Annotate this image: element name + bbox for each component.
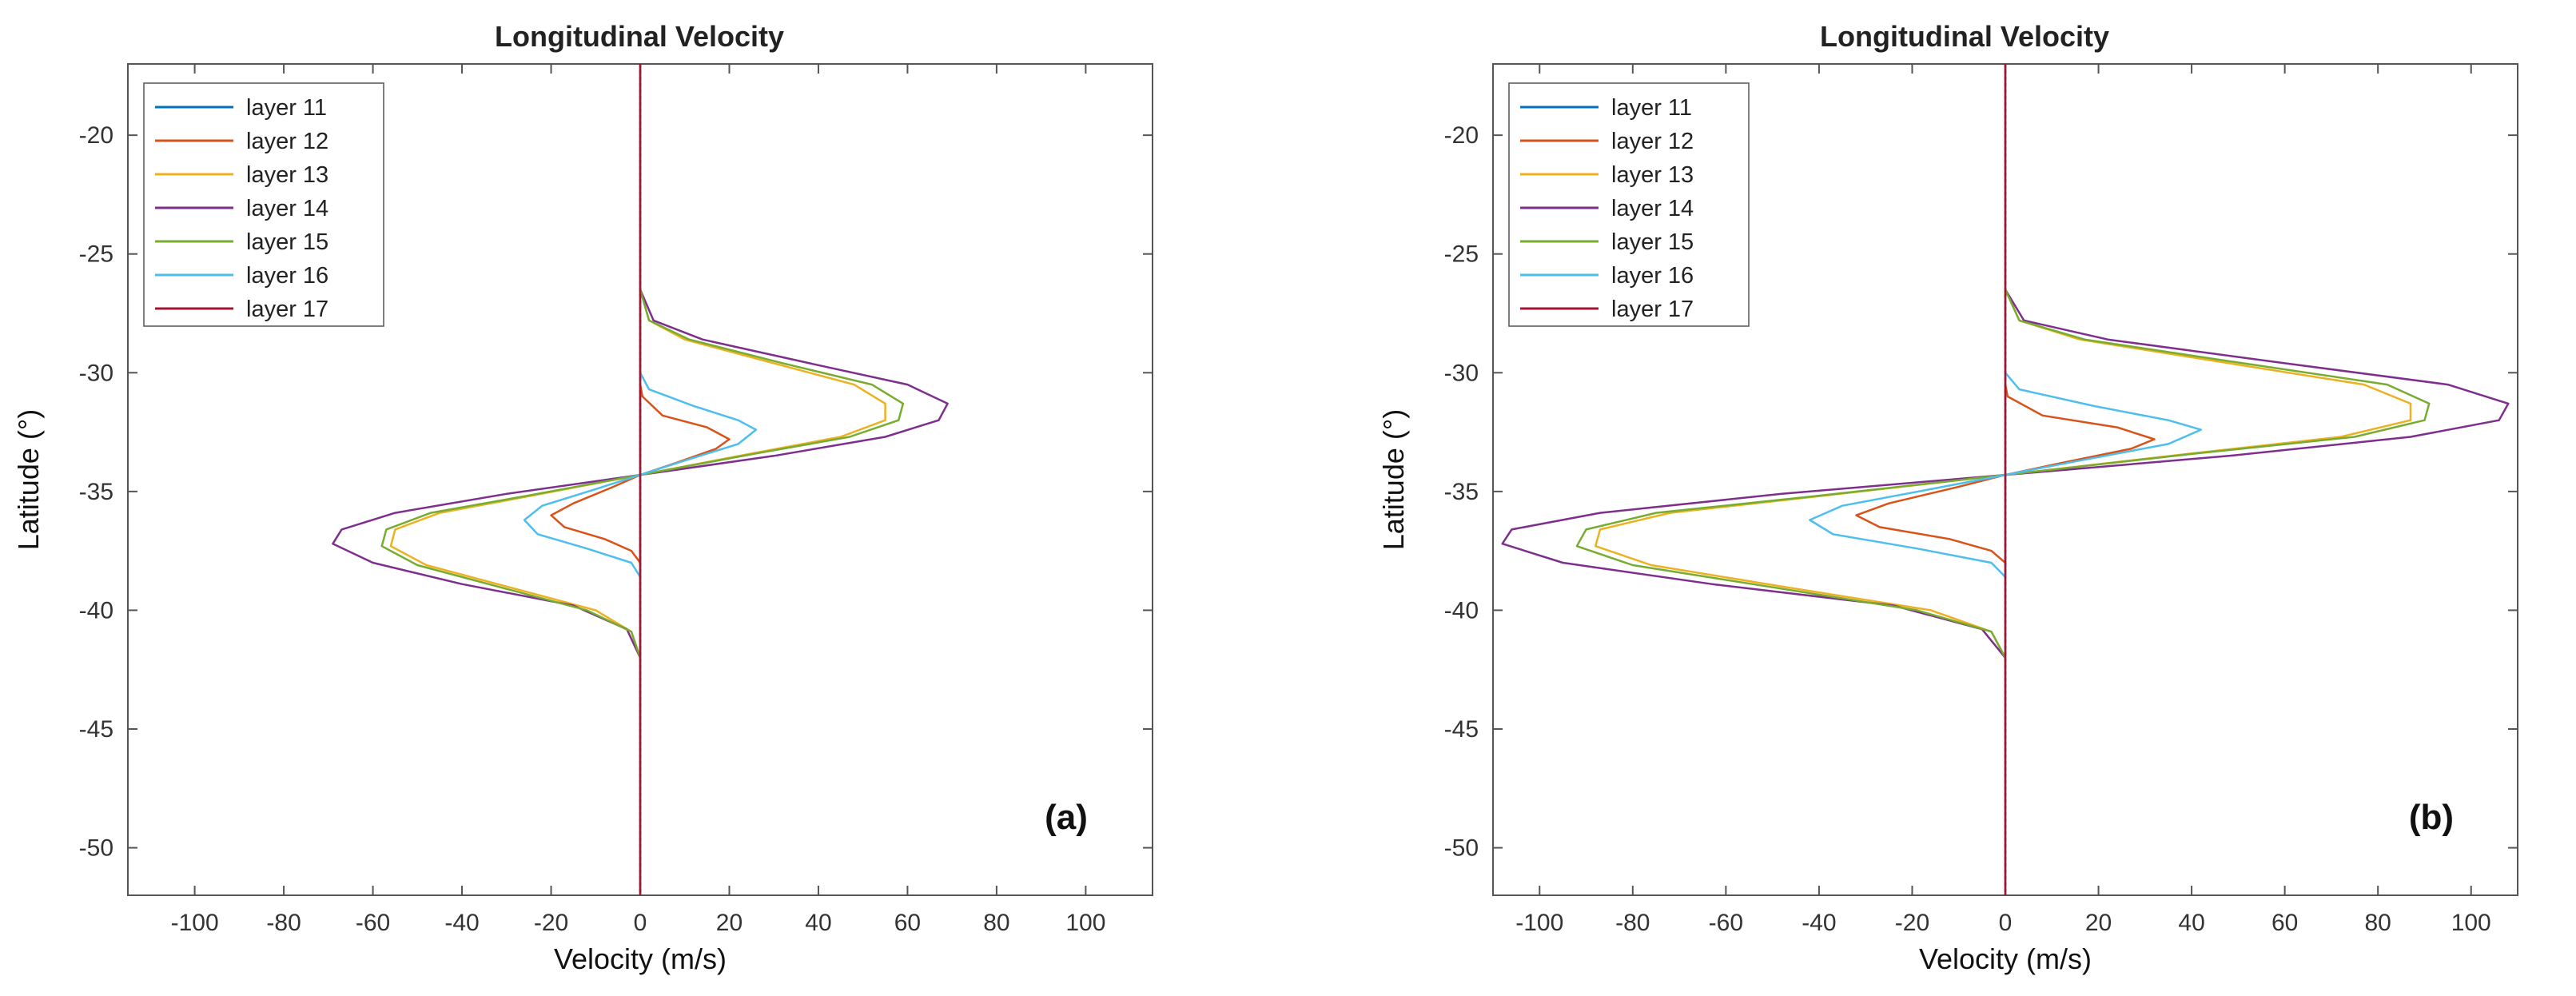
y-tick-label: -40 <box>1444 597 1479 623</box>
panel-label: (a) <box>1045 798 1088 837</box>
y-axis-label: Latitude (°) <box>1377 409 1410 550</box>
chart-title: Longitudinal Velocity <box>495 20 784 53</box>
legend-label: layer 17 <box>246 297 328 322</box>
y-axis-ticks: -50 -45 -40 -35 -30 -25 -20 <box>1444 122 2518 862</box>
y-tick-label: -20 <box>1444 122 1479 149</box>
panel-label: (b) <box>2409 798 2454 837</box>
y-tick-label: -40 <box>79 597 113 623</box>
legend-label: layer 16 <box>1611 263 1694 289</box>
legend-label: layer 12 <box>1611 129 1694 154</box>
x-tick-label: 40 <box>805 910 831 936</box>
x-tick-label: -20 <box>1895 910 1929 936</box>
legend-box <box>1508 82 1750 327</box>
x-tick-label: 100 <box>1065 910 1105 936</box>
legend-label: layer 14 <box>1611 196 1694 221</box>
x-tick-label: 0 <box>634 910 647 936</box>
legend-label: layer 15 <box>246 229 328 255</box>
x-tick-label: 100 <box>2451 910 2491 936</box>
y-tick-label: -35 <box>79 479 113 505</box>
x-axis-label: Velocity (m/s) <box>554 942 727 975</box>
x-tick-label: 40 <box>2178 910 2204 936</box>
legend-label: layer 12 <box>246 129 328 154</box>
x-tick-label: 60 <box>2271 910 2298 936</box>
y-tick-label: -30 <box>1444 360 1479 386</box>
legend-label: layer 13 <box>246 162 328 188</box>
x-tick-label: -100 <box>1515 910 1563 936</box>
x-tick-label: -80 <box>266 910 301 936</box>
y-tick-label: -45 <box>1444 716 1479 743</box>
y-tick-label: -25 <box>79 241 113 268</box>
legend-label: layer 15 <box>1611 229 1694 255</box>
y-axis-label: Latitude (°) <box>12 409 45 550</box>
x-axis-ticks: -100 -80 -60 -40 -20 0 20 40 60 80 100 <box>1515 64 2491 936</box>
y-tick-label: -30 <box>79 360 113 386</box>
chart-title: Longitudinal Velocity <box>1820 20 2109 53</box>
x-tick-label: -40 <box>444 910 479 936</box>
y-tick-label: -45 <box>79 716 113 743</box>
x-tick-label: 20 <box>2085 910 2112 936</box>
legend: layer 11 layer 12 layer 13 layer 14 layer 15… <box>143 82 384 327</box>
legend-box <box>143 82 384 327</box>
x-tick-label: 80 <box>983 910 1009 936</box>
x-axis-label: Velocity (m/s) <box>1919 942 2092 975</box>
x-tick-label: -60 <box>1709 910 1743 936</box>
legend-label: layer 16 <box>246 263 328 289</box>
legend-label: layer 11 <box>246 95 327 121</box>
legend-label: layer 11 <box>1611 95 1692 121</box>
x-tick-label: -60 <box>356 910 390 936</box>
y-tick-label: -20 <box>79 122 113 149</box>
legend-label: layer 17 <box>1611 297 1694 322</box>
x-tick-label: -20 <box>534 910 568 936</box>
x-axis-ticks: -100 -80 -60 -40 -20 0 20 40 60 80 100 <box>171 64 1105 936</box>
legend-label: layer 14 <box>246 196 328 221</box>
legend-items: layer 11 layer 12 layer 13 layer 14 layer 15… <box>155 95 328 322</box>
legend-items: layer 11 layer 12 layer 13 layer 14 layer 15… <box>1520 95 1694 322</box>
x-tick-label: -100 <box>171 910 219 936</box>
x-tick-label: 20 <box>716 910 743 936</box>
y-tick-label: -50 <box>79 835 113 862</box>
panel-a: Longitudinal Velocity -100 -80 -60 -40 -20 0 2… <box>12 20 1153 975</box>
x-tick-label: -40 <box>1802 910 1836 936</box>
x-tick-label: 80 <box>2364 910 2391 936</box>
legend-label: layer 13 <box>1611 162 1694 188</box>
legend: layer 11 layer 12 layer 13 layer 14 layer 15… <box>1508 82 1750 327</box>
y-tick-label: -50 <box>1444 835 1479 862</box>
x-tick-label: 0 <box>1999 910 2013 936</box>
y-axis-ticks: -50 -45 -40 -35 -30 -25 -20 <box>79 122 1153 862</box>
y-tick-label: -35 <box>1444 479 1479 505</box>
y-tick-label: -25 <box>1444 241 1479 268</box>
x-tick-label: -80 <box>1615 910 1650 936</box>
x-tick-label: 60 <box>894 910 921 936</box>
panel-b: Longitudinal Velocity -100 -80 -60 -40 -20 0 2… <box>1377 20 2518 975</box>
